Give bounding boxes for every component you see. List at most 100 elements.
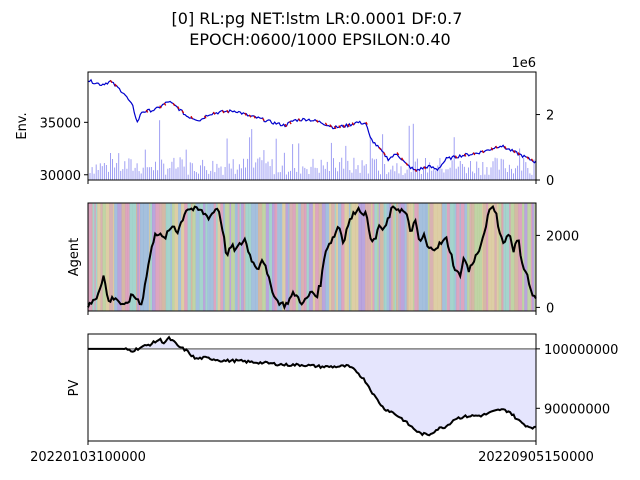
price-accent (347, 123, 350, 128)
price-accent (463, 153, 467, 157)
agent-band (295, 203, 299, 311)
agent-band (190, 203, 193, 311)
env-left-tick-label: 35000 (40, 116, 81, 131)
agent-band (503, 203, 506, 311)
agent-band (341, 203, 345, 311)
agent-band (165, 203, 168, 311)
agent-band (467, 203, 470, 311)
pv-line (88, 335, 537, 437)
agent-band (377, 203, 379, 311)
agent-band (414, 203, 418, 311)
agent-band (391, 203, 394, 311)
price-accent (338, 125, 341, 129)
agent-band (282, 203, 286, 311)
price-accent (190, 115, 194, 120)
price-accent (114, 83, 117, 87)
agent-band (275, 203, 278, 311)
agent-band (245, 203, 249, 311)
agent-band (394, 203, 397, 311)
price-accent (248, 114, 252, 118)
price-accent (212, 111, 216, 115)
agent-band (479, 203, 483, 311)
price-accent (177, 106, 180, 110)
agent-band (396, 203, 399, 311)
agent-band (417, 203, 419, 311)
pv-right-tick-label: 90000000 (544, 402, 610, 417)
env-volume-bars (87, 120, 537, 180)
agent-band (285, 203, 289, 311)
agent-band (331, 203, 335, 311)
agent-band (308, 203, 314, 311)
agent-band (220, 203, 224, 311)
agent-band (410, 203, 414, 311)
agent-band (95, 203, 98, 311)
agent-band (422, 203, 426, 311)
agent-band (192, 203, 196, 311)
env-right-tick-label: 0 (546, 174, 554, 189)
agent-band (117, 203, 120, 311)
price-accent (530, 158, 534, 162)
agent-band (234, 203, 237, 311)
agent-band (429, 203, 434, 311)
agent-band (132, 203, 137, 311)
agent-band (105, 203, 110, 311)
agent-band (274, 203, 276, 311)
agent-band (203, 203, 206, 311)
price-accent (517, 152, 521, 156)
agent-band (239, 203, 242, 311)
agent-band (496, 203, 499, 311)
env-right-ticks: 02 (536, 109, 554, 189)
price-accent (490, 147, 494, 151)
env-right-axis-offset: 1e6 (511, 56, 536, 71)
price-accent (396, 152, 400, 156)
agent-band (527, 203, 532, 311)
agent-band (223, 203, 226, 311)
agent-band (384, 203, 387, 311)
agent-band (94, 203, 96, 311)
agent-band (159, 203, 163, 311)
agent-band (258, 203, 263, 311)
agent-band (171, 203, 175, 311)
agent-band (406, 203, 409, 311)
pv-right-ticks: 90000000 100000000 (536, 343, 618, 417)
agent-band (418, 203, 423, 311)
agent-band (114, 203, 118, 311)
agent-band (348, 203, 351, 311)
price-accent (378, 146, 382, 151)
agent-band (150, 203, 153, 311)
agent-band (228, 203, 230, 311)
agent-band (483, 203, 487, 311)
agent-band (347, 203, 350, 311)
x-tick-label-start: 20220103100000 (30, 450, 146, 465)
agent-band (288, 203, 290, 311)
agent-band (482, 203, 484, 311)
price-accent (253, 115, 256, 119)
agent-band (498, 203, 502, 311)
agent-band (118, 203, 122, 311)
agent-band (494, 203, 497, 311)
price-accent (495, 145, 498, 149)
agent-band (338, 203, 342, 311)
agent-band (398, 203, 400, 311)
agent-band (425, 203, 427, 311)
x-tick-label-end: 20220905150000 (478, 450, 594, 465)
agent-band (236, 203, 238, 311)
env-left-ticks: 30000 35000 (40, 116, 88, 184)
agent-band (361, 203, 366, 311)
agent-band (277, 203, 282, 311)
agent-band (400, 203, 405, 311)
price-accent (454, 155, 458, 159)
agent-band (251, 203, 256, 311)
env-price-line (87, 78, 537, 172)
agent-band (112, 203, 115, 311)
agent-band (125, 203, 128, 311)
agent-band (304, 203, 307, 311)
agent-band (509, 203, 511, 311)
price-accent (333, 125, 337, 130)
price-accent (365, 121, 368, 125)
agent-band (488, 203, 492, 311)
agent-band (229, 203, 232, 311)
agent-band (372, 203, 375, 311)
agent-band (121, 203, 126, 311)
agent-band (491, 203, 495, 311)
